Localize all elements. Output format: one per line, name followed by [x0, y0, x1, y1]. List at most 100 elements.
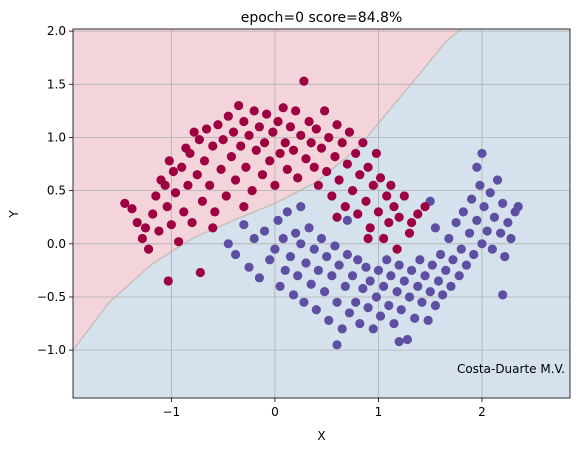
scatter-point: [500, 251, 510, 262]
scatter-point: [280, 138, 290, 148]
scatter-point: [363, 162, 373, 172]
scatter-point: [358, 138, 368, 148]
scatter-point: [309, 244, 319, 254]
scatter-point: [467, 194, 477, 204]
scatter-point: [162, 201, 172, 212]
scatter-point: [249, 233, 259, 244]
scatter-point: [472, 162, 482, 172]
series-b-points: [223, 148, 523, 350]
scatter-point: [148, 209, 158, 219]
scatter-point: [306, 138, 316, 148]
scatter-point: [368, 324, 378, 334]
scatter-point: [241, 162, 251, 172]
x-tick-label: 1: [375, 405, 383, 419]
plot-frame: [72, 28, 571, 399]
scatter-point: [288, 145, 299, 155]
y-tick-label: −1.0: [37, 343, 66, 357]
scatter-point: [254, 273, 264, 283]
scatter-point: [216, 164, 226, 174]
scatter-point: [420, 201, 430, 212]
scatter-point: [334, 175, 344, 185]
scatter-point: [244, 262, 254, 272]
y-tick-label: 0.0: [47, 237, 66, 251]
scatter-point: [332, 120, 342, 130]
scatter-point: [375, 173, 386, 183]
scatter-point: [251, 145, 261, 155]
scatter-point: [361, 262, 371, 272]
scatter-point: [406, 217, 417, 228]
series-a-points: [120, 76, 430, 286]
scatter-point: [389, 318, 399, 329]
scatter-point: [479, 201, 489, 212]
scatter-point: [340, 201, 350, 212]
scatter-point: [472, 215, 482, 226]
x-tick-label: −1: [163, 405, 181, 419]
scatter-point: [441, 265, 451, 275]
scatter-point: [327, 191, 337, 201]
scatter-point: [223, 111, 233, 121]
scatter-point: [454, 271, 464, 281]
scatter-point: [475, 180, 485, 190]
scatter-point: [278, 103, 288, 113]
region-a: [73, 29, 462, 351]
scatter-point: [363, 303, 373, 313]
y-tick-label: 1.5: [47, 77, 66, 91]
chart-title: epoch=0 score=84.8%: [241, 10, 403, 26]
scatter-point: [353, 255, 363, 265]
scatter-point: [151, 191, 161, 201]
scatter-point: [469, 249, 479, 260]
scatter-point: [137, 233, 147, 244]
scatter-point: [337, 138, 347, 148]
scatter-point: [296, 130, 306, 140]
scatter-point: [513, 201, 523, 212]
scatter-point: [342, 215, 352, 226]
scatter-point: [347, 186, 358, 196]
scatter-point: [275, 281, 285, 291]
scatter-point: [183, 180, 193, 190]
scatter-point: [464, 228, 475, 238]
scatter-point: [208, 223, 218, 233]
scatter-point: [399, 276, 409, 286]
author-annotation: Costa-Duarte M.V.: [457, 362, 565, 376]
scatter-point: [344, 308, 355, 318]
scatter-point: [361, 196, 371, 206]
scatter-point: [239, 116, 249, 127]
scatter-point: [477, 148, 487, 159]
scatter-point: [201, 124, 212, 134]
scatter-point: [487, 244, 497, 254]
scatter-point: [451, 217, 461, 228]
scatter-point: [448, 255, 458, 265]
scatter-point: [299, 297, 309, 307]
scatter-point: [399, 191, 409, 201]
x-tick-label: 0: [271, 405, 279, 419]
scatter-point: [365, 276, 375, 286]
scatter-point: [375, 311, 386, 321]
scatter-point: [320, 106, 330, 116]
scatter-point: [296, 239, 306, 249]
scatter-point: [132, 217, 142, 228]
scatter-point: [192, 170, 202, 180]
scatter-point: [423, 315, 433, 325]
scatter-point: [197, 196, 208, 206]
scatter-point: [371, 148, 381, 159]
y-tick-label: 0.5: [47, 184, 66, 198]
scatter-point: [506, 233, 516, 244]
scatter-point: [355, 318, 365, 329]
scatter-point: [379, 281, 389, 291]
scatter-point: [344, 127, 355, 137]
scatter-point: [262, 109, 272, 119]
scatter-point: [265, 156, 275, 166]
scatter-point: [230, 175, 241, 185]
scatter-point: [368, 180, 378, 190]
scatter-point: [322, 251, 332, 262]
scatter-point: [285, 122, 296, 132]
scatter-point: [230, 249, 241, 260]
scatter-point: [301, 154, 311, 164]
y-axis: −1.0 −0.5 0.0 0.5 1.0 1.5 2.0: [37, 24, 73, 357]
scatter-point: [458, 207, 468, 217]
scatter-point: [273, 215, 283, 226]
y-tick-label: 1.0: [47, 130, 66, 144]
scatter-point: [213, 120, 223, 130]
scatter-point: [273, 116, 283, 127]
